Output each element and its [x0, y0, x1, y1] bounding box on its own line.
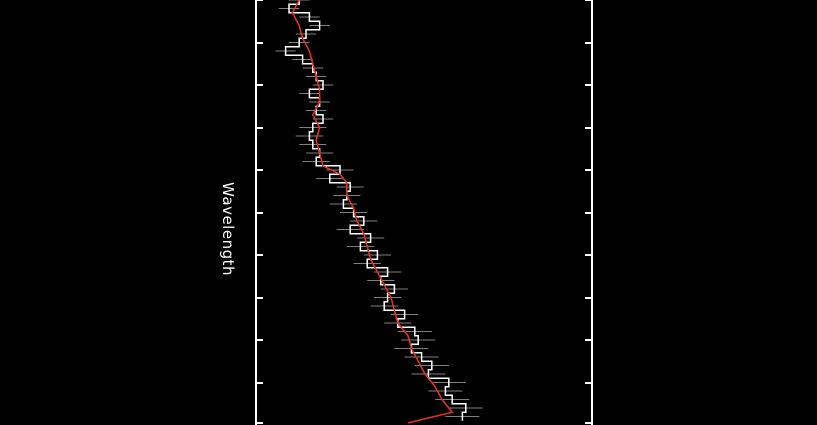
model-line — [291, 0, 454, 424]
axis-label: Wavelength — [219, 182, 237, 276]
